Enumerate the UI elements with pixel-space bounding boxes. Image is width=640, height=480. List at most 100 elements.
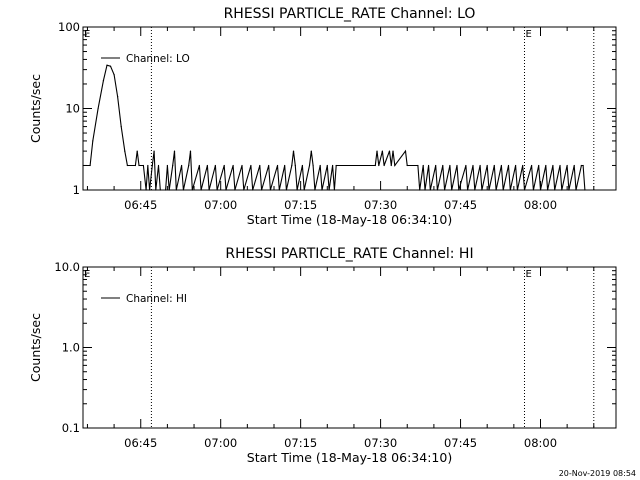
data-point [200,189,202,191]
data-point [321,189,323,191]
data-point [159,189,161,191]
data-point [296,189,298,191]
data-point [134,164,137,167]
data-point [507,164,510,167]
data-point [225,189,227,191]
data-point [394,164,396,167]
data-point [538,164,540,167]
chart-title: RHESSI PARTICLE_RATE Channel: HI [225,246,473,262]
data-point [515,164,517,167]
x-tick-label: 07:30 [364,436,397,450]
data-point [310,150,312,152]
data-point [427,164,430,167]
data-point [223,164,225,167]
data-point [198,164,200,167]
data-point [109,65,112,67]
data-point [151,164,153,167]
panel-lo: RHESSI PARTICLE_RATE Channel: LO 1 10 100 06… [28,6,617,227]
data-point [458,189,460,191]
data-point [314,189,316,191]
data-point [285,189,288,191]
data-point [332,164,334,167]
data-point [381,150,383,152]
data-point [392,150,394,152]
data-point [206,164,208,167]
data-point [559,164,561,167]
x-tick-label: 07:00 [204,436,237,450]
data-point [406,164,408,167]
x-tick-label: 08:00 [524,198,557,212]
data-point [191,189,193,191]
data-point [388,150,391,152]
data-point [435,164,437,167]
data-point [149,189,151,191]
data-point [82,164,84,167]
chart-title: RHESSI PARTICLE_RATE Channel: LO [224,6,476,22]
data-point [268,164,270,167]
data-point [531,164,533,167]
data-point [319,164,321,167]
data-point [481,189,483,191]
data-point [442,164,444,167]
data-point [234,189,236,191]
data-point [419,189,421,191]
data-point [208,189,210,191]
data-point [467,189,469,191]
x-tick-label: 06:45 [124,198,157,212]
data-point [147,164,149,167]
data-point [552,164,554,167]
data-point [378,164,380,167]
data-point [422,164,424,167]
data-point [326,164,328,167]
data-point [157,164,160,167]
event-marker-label: E [526,269,532,280]
series-line [83,64,586,191]
x-tick-label: 07:45 [444,436,477,450]
data-point [155,189,157,191]
data-point [566,164,568,167]
y-axis-label: Counts/sec [28,74,43,143]
data-point [493,164,495,167]
data-point [335,164,337,167]
x-tick-label: 07:15 [284,436,317,450]
data-point [568,189,570,191]
data-point [328,189,330,191]
data-point [259,164,261,167]
data-point [172,164,174,167]
y-tick-label: 1.0 [62,341,80,355]
data-point [173,150,176,152]
y-tick-label: 10 [65,102,80,116]
y-tick-label: 0.1 [62,421,80,435]
data-point [165,189,167,191]
data-point [575,189,577,191]
data-point [502,189,504,191]
data-point [292,150,295,152]
data-point [301,164,304,167]
data-point [417,164,419,167]
data-point [404,150,407,152]
data-point [284,164,286,167]
plot-frame [82,266,617,429]
data-point [516,189,518,191]
data-point [443,189,446,191]
data-point [545,164,547,167]
data-point [92,140,94,142]
data-point [278,189,280,191]
data-point [573,164,575,167]
y-tick-label: 10.0 [54,260,80,274]
legend-entry: Channel: LO [126,53,190,65]
legend-entry: Channel: HI [126,293,187,305]
data-point [276,164,279,167]
data-point [522,164,524,167]
data-point [153,150,155,152]
y-axis-label: Counts/sec [28,313,43,382]
data-point [188,164,190,167]
x-tick-label: 07:30 [364,198,397,212]
x-tick-label: 07:45 [444,198,477,212]
x-tick-label: 08:00 [524,436,557,450]
data-point [449,164,451,167]
start-marker-label: E [84,29,90,40]
data-point [120,125,122,128]
y-tick-label: 100 [58,20,80,34]
data-point [465,164,467,167]
